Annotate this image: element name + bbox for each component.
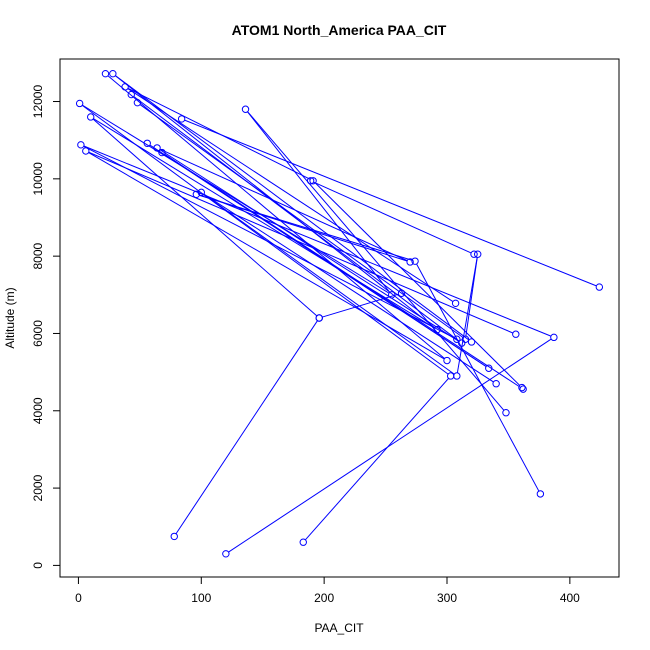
data-point — [443, 356, 451, 365]
series-segment — [247, 111, 391, 293]
series-segment — [159, 148, 408, 262]
flight-series-2 — [77, 141, 558, 558]
data-point — [406, 258, 414, 266]
series-segment — [247, 111, 505, 411]
flight-series-4 — [177, 115, 604, 291]
data-point — [222, 550, 230, 558]
series-segment — [82, 104, 390, 294]
data-point — [550, 333, 558, 342]
series-segment — [456, 257, 478, 373]
data-point — [315, 314, 323, 322]
series-segment — [228, 338, 552, 553]
x-tick-label: 200 — [314, 591, 334, 605]
data-point — [536, 490, 545, 498]
flight-series-7 — [127, 90, 545, 498]
series-segment — [159, 149, 460, 342]
y-tick-label: 2000 — [31, 474, 45, 501]
data-point — [474, 250, 482, 258]
data-point — [75, 99, 84, 108]
data-point — [502, 409, 510, 417]
data-point — [453, 335, 461, 343]
data-point — [101, 69, 110, 78]
data-point — [82, 147, 90, 155]
y-tick-label: 10000 — [31, 162, 45, 196]
data-point — [458, 339, 466, 347]
y-tick-label: 8000 — [31, 242, 45, 269]
plot-frame — [59, 58, 620, 578]
data-point — [158, 148, 166, 157]
chart-title: ATOM1 North_America PAA_CIT — [232, 22, 447, 38]
data-point — [309, 177, 317, 185]
data-point — [121, 83, 129, 91]
series-segment — [93, 118, 435, 329]
series-segment — [416, 263, 540, 492]
flight-series-9 — [121, 83, 526, 392]
y-tick-label: 4000 — [31, 397, 45, 424]
series-segment — [203, 193, 455, 375]
series-segment — [184, 119, 597, 287]
series-segment — [88, 151, 514, 334]
y-tick-label: 0 — [31, 562, 45, 569]
flight-series-6 — [133, 98, 500, 388]
series-segment — [81, 104, 449, 375]
series-layer — [75, 69, 604, 558]
series-segment — [322, 293, 399, 318]
data-point — [485, 364, 493, 372]
series-segment — [203, 193, 494, 383]
data-point — [109, 69, 117, 78]
data-point — [299, 538, 307, 546]
series-segment — [175, 320, 318, 535]
series-segment — [133, 96, 460, 342]
data-point — [77, 141, 85, 149]
data-point — [519, 385, 527, 393]
y-axis-label: Altitude (m) — [3, 287, 17, 348]
data-point — [492, 380, 500, 388]
data-point — [451, 299, 460, 308]
data-point — [467, 338, 476, 346]
series-segment — [305, 378, 449, 541]
y-axis: 0 2000 4000 6000 8000 10000 12000 — [31, 85, 61, 569]
series-segment — [313, 181, 472, 254]
flight-series-8 — [143, 139, 527, 393]
series-segment — [127, 87, 311, 180]
x-tick-label: 0 — [75, 591, 82, 605]
series-segment — [315, 182, 521, 386]
data-point — [453, 372, 461, 380]
flight-series-11 — [315, 289, 406, 322]
x-tick-label: 300 — [437, 591, 457, 605]
data-point — [177, 115, 186, 123]
flight-series-10 — [306, 177, 478, 258]
data-point — [411, 257, 419, 265]
data-point — [518, 383, 526, 392]
data-point — [192, 190, 201, 198]
data-point — [87, 113, 95, 121]
series-segment — [115, 75, 470, 341]
x-tick-label: 400 — [560, 591, 580, 605]
data-point — [461, 335, 470, 343]
series-segment — [199, 194, 413, 261]
x-tick-label: 100 — [191, 591, 211, 605]
series-segment — [92, 118, 318, 317]
series-segment — [139, 104, 464, 338]
data-point — [241, 105, 250, 113]
y-tick-label: 12000 — [31, 85, 45, 119]
x-axis-label: PAA_CIT — [314, 621, 364, 635]
data-point — [170, 532, 178, 541]
data-point — [595, 283, 604, 291]
data-point — [397, 289, 406, 297]
data-point — [306, 177, 315, 185]
flight-series-3 — [75, 99, 510, 546]
y-tick-label: 6000 — [31, 320, 45, 347]
series-segment — [107, 75, 445, 359]
data-point — [512, 330, 520, 338]
series-segment — [83, 145, 552, 337]
series-segment — [164, 153, 521, 388]
x-axis: 0 100 200 300 400 — [75, 576, 580, 605]
data-point — [143, 139, 151, 147]
data-point — [470, 250, 478, 258]
